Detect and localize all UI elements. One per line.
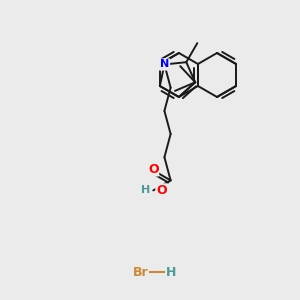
Text: ·: · bbox=[153, 183, 157, 196]
Text: H: H bbox=[166, 266, 176, 278]
Text: O: O bbox=[148, 163, 159, 176]
Text: O: O bbox=[156, 184, 166, 197]
Text: H: H bbox=[141, 185, 150, 195]
Text: N: N bbox=[160, 59, 169, 70]
Text: Br: Br bbox=[132, 266, 148, 278]
